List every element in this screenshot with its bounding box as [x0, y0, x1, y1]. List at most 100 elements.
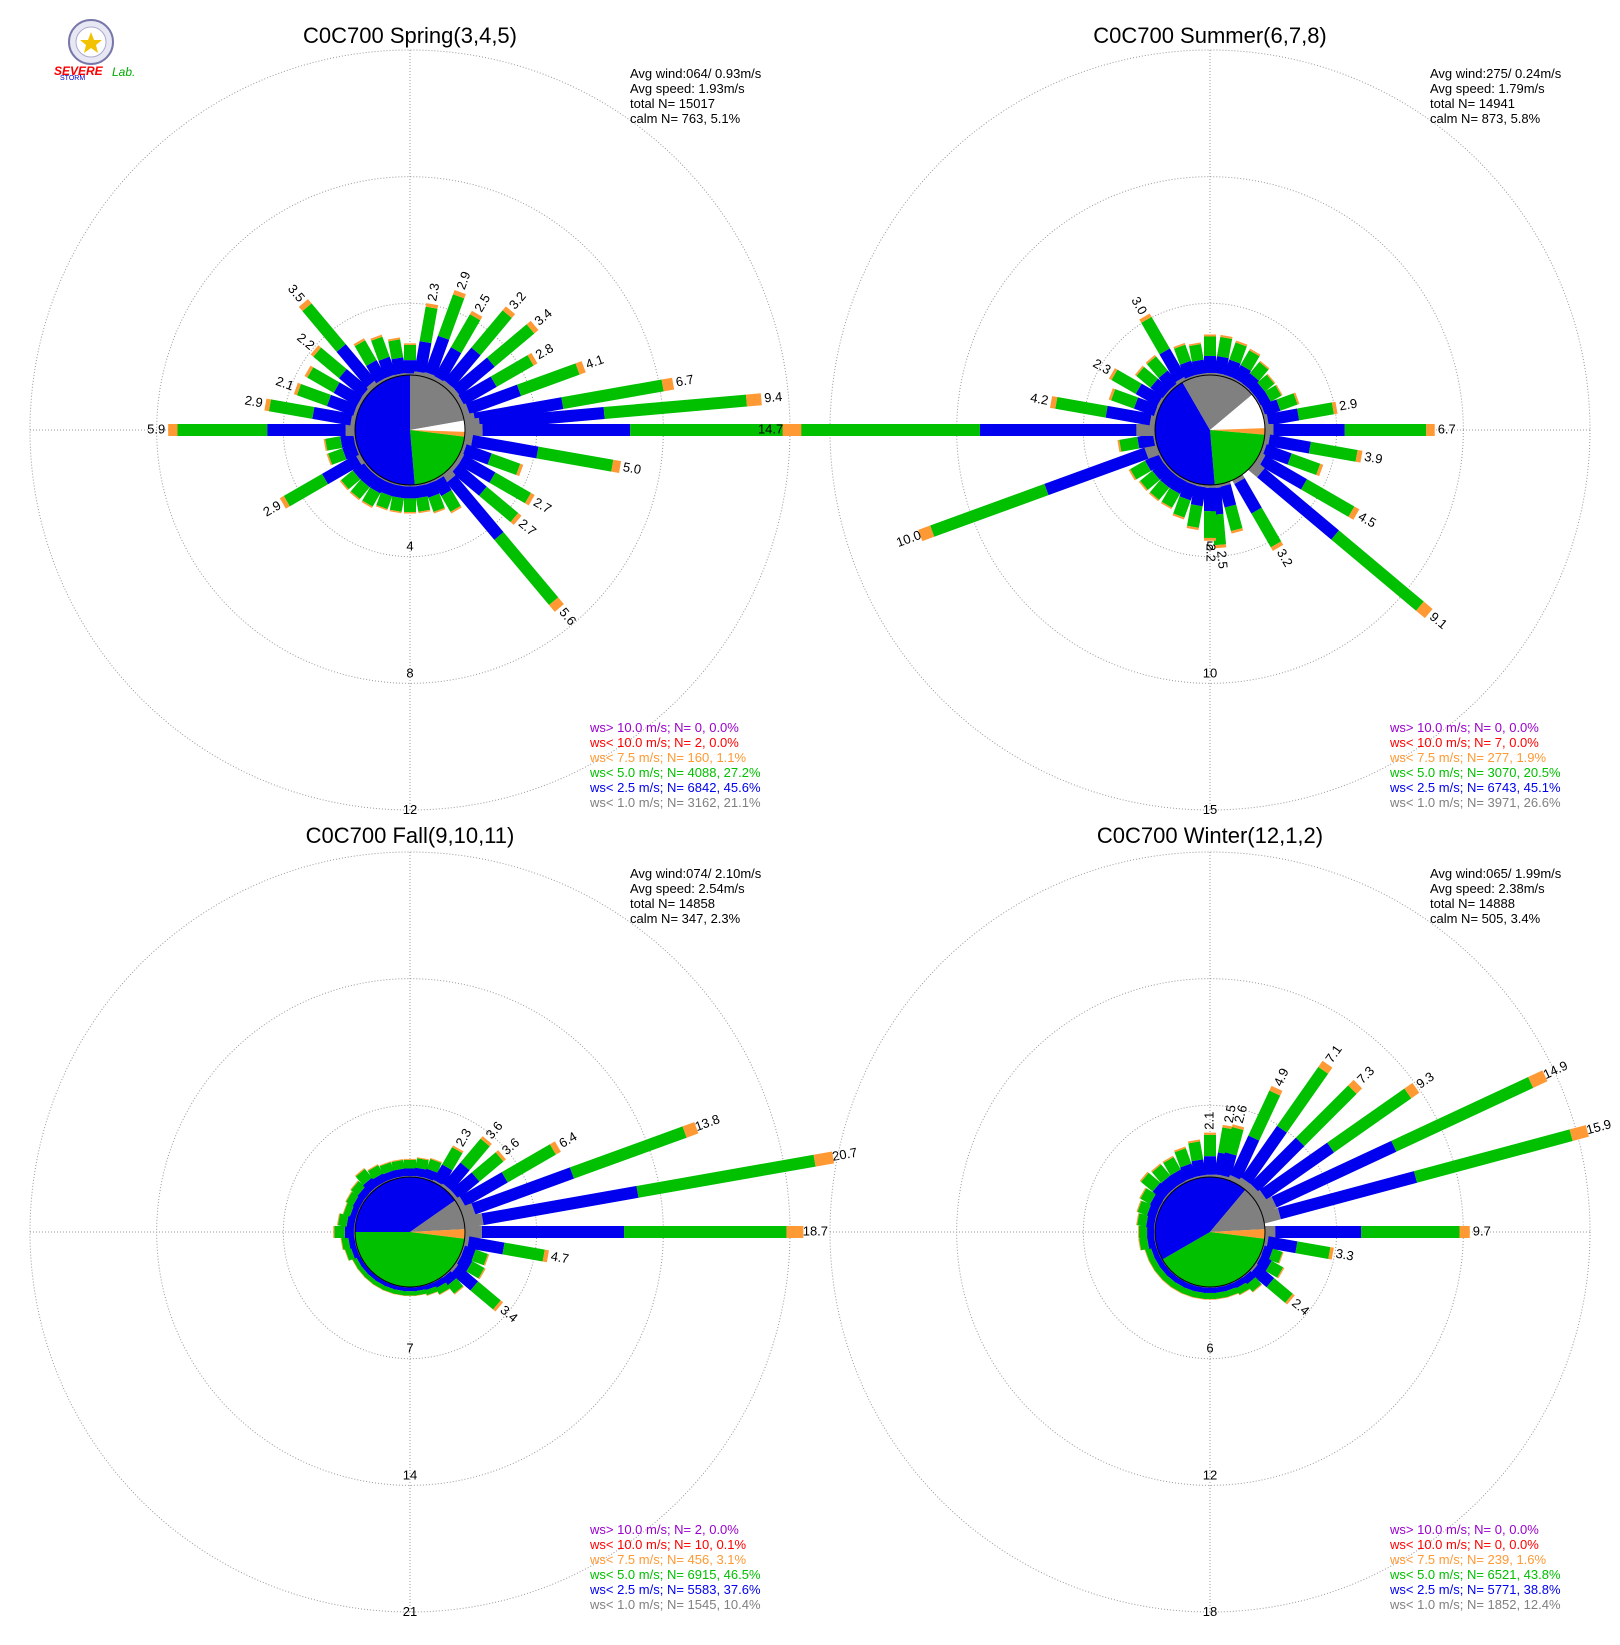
petal-value-label: 3.2	[506, 289, 529, 312]
petal-segment	[1297, 402, 1334, 420]
petal-value-label: 2.5	[471, 291, 493, 314]
petal-segment	[570, 1126, 687, 1178]
petal-segment	[1204, 511, 1216, 538]
lab-logo: SEVERE STORM Lab.	[54, 20, 135, 82]
legend-entry: ws> 10.0 m/s; N= 0, 0.0%	[1389, 1522, 1539, 1537]
petal-value-label: 3.9	[1363, 449, 1383, 467]
stats-line: calm N= 347, 2.3%	[630, 911, 741, 926]
petal-segment	[1204, 356, 1216, 373]
petal-value-label: 14.9	[1541, 1058, 1570, 1082]
petal-value-label: 2.9	[1338, 396, 1358, 414]
stats-line: Avg wind:064/ 0.93m/s	[630, 66, 762, 81]
petal-segment	[1309, 442, 1358, 462]
legend-entry: ws< 5.0 m/s; N= 6521, 43.8%	[1389, 1567, 1561, 1582]
legend-entry: ws< 5.0 m/s; N= 3070, 20.5%	[1389, 765, 1561, 780]
petal-segment	[1426, 424, 1434, 436]
petal-value-label: 5.9	[147, 421, 165, 436]
petal-segment	[604, 395, 747, 419]
petal-value-label: 5.0	[622, 459, 642, 477]
petal-segment	[404, 1159, 416, 1160]
petal-value-label: 3.0	[1128, 294, 1150, 317]
petal-value-label: 2.3	[1090, 355, 1113, 377]
petal-value-label: 4.9	[1270, 1066, 1291, 1089]
petal	[168, 424, 355, 436]
petal-segment	[404, 1160, 416, 1169]
petal-segment	[178, 424, 268, 436]
legend-entry: ws< 1.0 m/s; N= 3162, 21.1%	[589, 795, 761, 810]
petal-segment	[267, 424, 345, 436]
petal-segment	[340, 434, 355, 448]
petal-segment	[404, 512, 416, 513]
petal	[918, 443, 1160, 541]
petal	[465, 1226, 803, 1238]
petal	[1265, 1226, 1470, 1238]
petal-segment	[404, 498, 416, 512]
petal-segment	[536, 447, 613, 472]
petal-value-label: 3.4	[497, 1302, 520, 1325]
petal-value-label: 2.3	[452, 1126, 474, 1149]
petal-segment	[786, 1226, 803, 1238]
petal-segment	[1139, 1226, 1147, 1238]
petal-value-label: 9.3	[1413, 1069, 1436, 1092]
petal-segment	[801, 424, 980, 436]
petal-segment	[662, 378, 675, 392]
petal	[404, 343, 416, 375]
stats-line: Avg speed: 2.38m/s	[1430, 881, 1545, 896]
petal-segment	[1225, 505, 1243, 532]
petal-value-label: 2.1	[274, 373, 296, 393]
stats-line: Avg wind:065/ 1.99m/s	[1430, 866, 1562, 881]
petal-value-label: 18.7	[803, 1223, 828, 1238]
petal-value-label: 6.7	[1438, 421, 1456, 436]
petal-segment	[1204, 1135, 1216, 1156]
ring-label: 12	[403, 802, 417, 817]
petal-value-label: 5.6	[556, 605, 579, 628]
petal-segment	[1273, 424, 1344, 436]
petal-segment	[404, 343, 416, 345]
petal-segment	[1141, 317, 1170, 355]
petal-segment	[390, 496, 404, 512]
legend-entry: ws< 10.0 m/s; N= 2, 0.0%	[589, 735, 739, 750]
petal-segment	[1234, 478, 1261, 513]
petal-value-label: 9.1	[1427, 609, 1450, 632]
petal-value-label: 2.7	[531, 494, 554, 516]
petal-segment	[333, 1226, 334, 1238]
ring-label: 12	[1203, 1467, 1217, 1482]
chart-title: C0C700 Spring(3,4,5)	[303, 23, 517, 48]
legend-entry: ws< 2.5 m/s; N= 5771, 38.8%	[1389, 1582, 1561, 1597]
petal-segment	[404, 360, 416, 373]
petal-segment	[269, 399, 314, 418]
petal-value-label: 2.9	[244, 392, 264, 410]
petal-value-label: 7.3	[1354, 1063, 1377, 1086]
wind-rose-panel: C0C700 Summer(6,7,8)510152.96.73.94.59.1…	[758, 23, 1590, 817]
petal-segment	[624, 1226, 786, 1238]
legend-entry: ws< 1.0 m/s; N= 1852, 12.4%	[1389, 1597, 1561, 1612]
petal-segment	[416, 496, 430, 512]
petal-value-label: 13.8	[693, 1111, 722, 1134]
petal-segment	[1345, 424, 1426, 436]
petal-segment	[1217, 337, 1232, 358]
petal-value-label: 2.4	[1289, 1295, 1312, 1318]
legend-entry: ws< 10.0 m/s; N= 7, 0.0%	[1389, 735, 1539, 750]
petal-value-label: 2.1	[1201, 1112, 1216, 1130]
petal-segment	[494, 532, 558, 605]
petal-value-label: 20.7	[831, 1145, 859, 1164]
petal-value-label: 2.8	[533, 340, 556, 362]
petal-value-label: 4.5	[1356, 509, 1379, 531]
ring-label: 10	[1203, 665, 1217, 680]
petal-segment	[325, 436, 342, 450]
petal-value-label: 4.7	[550, 1248, 570, 1266]
petal-value-label: 10.0	[894, 527, 923, 550]
petal-value-label: 2.2	[294, 330, 317, 353]
petal	[404, 485, 416, 514]
ring-label: 14	[403, 1467, 417, 1482]
petal-segment	[980, 424, 1136, 436]
petal-segment	[1204, 488, 1216, 511]
petal-segment	[1192, 360, 1206, 376]
petal-segment	[1188, 1141, 1203, 1161]
petal-segment	[483, 424, 631, 436]
legend-entry: ws> 10.0 m/s; N= 2, 0.0%	[589, 1522, 739, 1537]
legend-entry: ws< 5.0 m/s; N= 4088, 27.2%	[589, 765, 761, 780]
legend-entry: ws> 10.0 m/s; N= 0, 0.0%	[1389, 720, 1539, 735]
